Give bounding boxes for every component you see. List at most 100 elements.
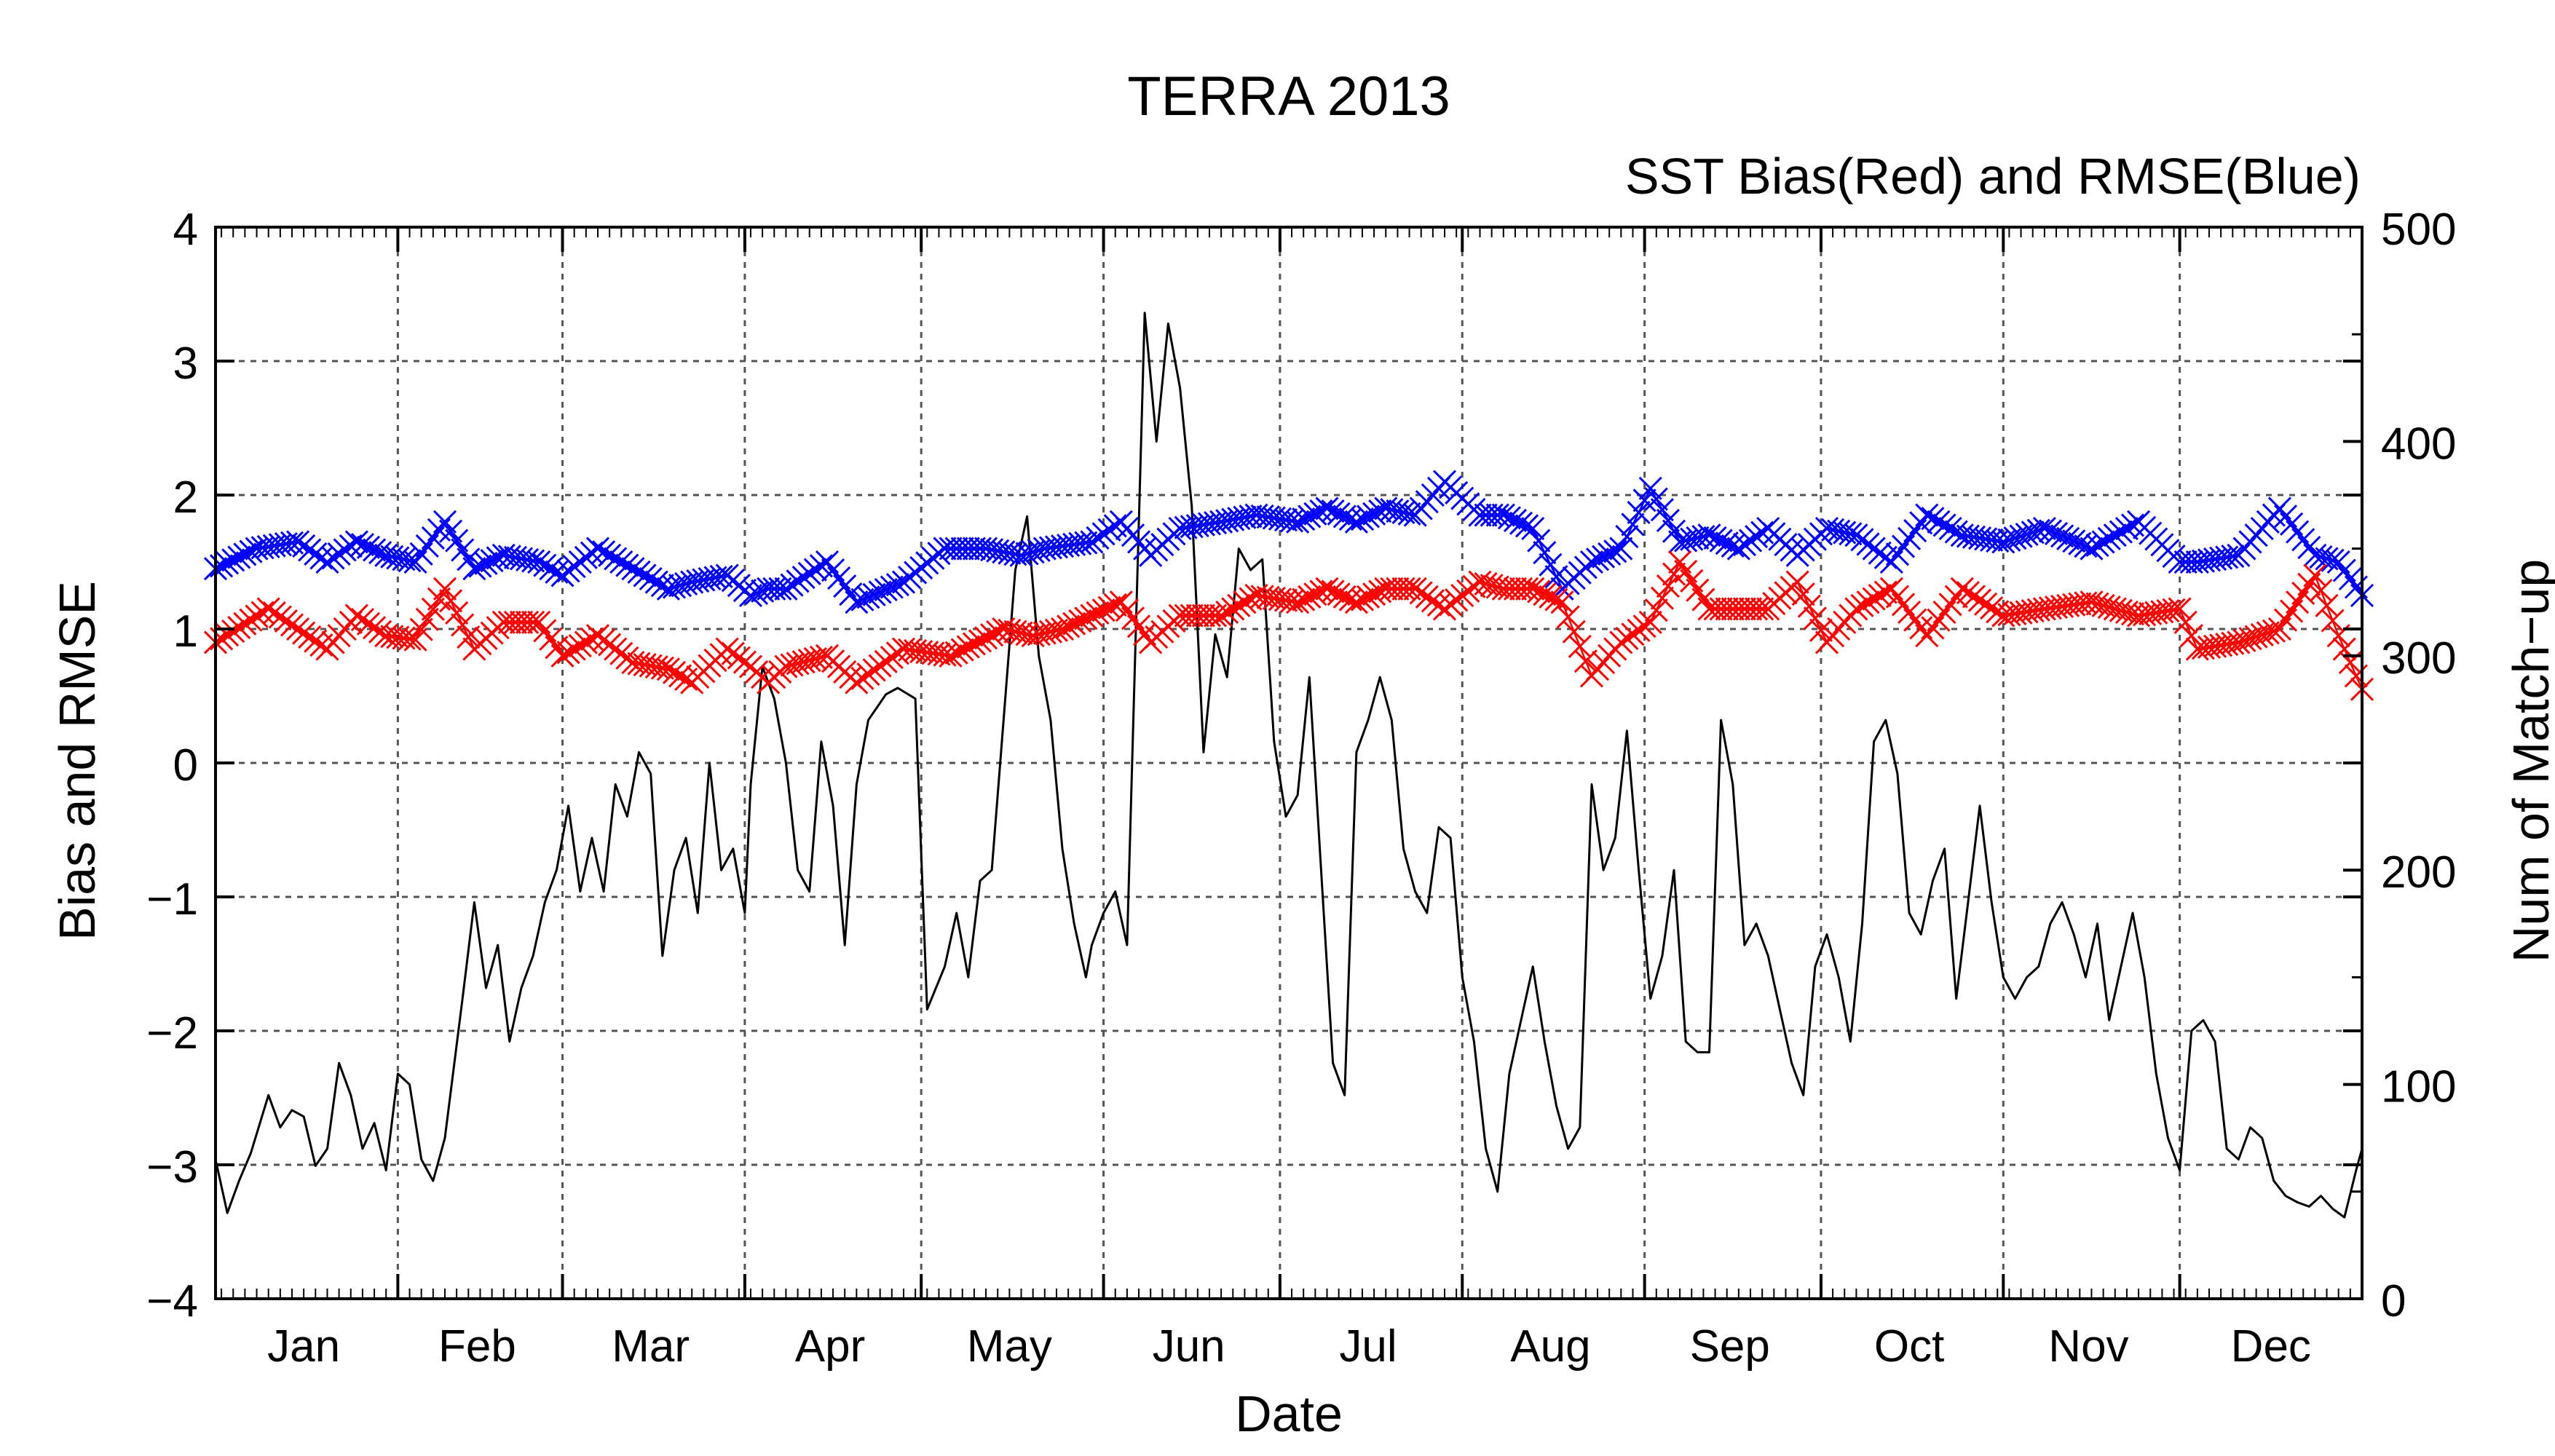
bias-point bbox=[956, 635, 980, 659]
rmse-point bbox=[933, 537, 957, 561]
rmse-point bbox=[1938, 516, 1962, 541]
rmse-point bbox=[2062, 529, 2086, 553]
bias-point bbox=[1180, 604, 1204, 628]
bias-point bbox=[221, 620, 245, 644]
y2-tick-label: 100 bbox=[2381, 1062, 2456, 1112]
bias-point bbox=[1350, 587, 1375, 612]
y-tick-label: −2 bbox=[146, 1008, 198, 1059]
rmse-point bbox=[1356, 505, 1381, 529]
y2-tick-label: 300 bbox=[2381, 633, 2456, 684]
bias-point bbox=[2303, 563, 2327, 587]
rmse-point bbox=[644, 570, 668, 594]
bias-point bbox=[962, 632, 986, 656]
rmse-point bbox=[480, 549, 504, 573]
rmse-point bbox=[1638, 476, 1662, 500]
rmse-point bbox=[216, 551, 240, 575]
rmse-point bbox=[780, 573, 804, 597]
rmse-point bbox=[474, 551, 498, 575]
rmse-point bbox=[1621, 513, 1645, 537]
bias-point bbox=[845, 670, 869, 695]
grid bbox=[216, 227, 2362, 1299]
rmse-point bbox=[950, 537, 974, 561]
bias-point bbox=[286, 617, 310, 641]
rmse-point bbox=[615, 553, 639, 577]
rmse-point bbox=[1603, 539, 1627, 563]
bias-point bbox=[1726, 597, 1750, 621]
bias-point bbox=[1980, 596, 2004, 620]
x-tick-label: Aug bbox=[1510, 1321, 1590, 1372]
bias-point bbox=[497, 610, 521, 634]
rmse-point bbox=[468, 554, 492, 578]
series-bias bbox=[203, 550, 2374, 701]
rmse-point bbox=[791, 565, 816, 590]
rmse-point bbox=[1715, 531, 1739, 555]
rmse-point bbox=[1086, 526, 1110, 550]
bias-point bbox=[1703, 597, 1727, 621]
bias-point bbox=[1062, 612, 1086, 636]
rmse-point bbox=[1732, 533, 1757, 557]
rmse-point bbox=[333, 538, 357, 562]
bias-point bbox=[1962, 585, 1986, 609]
rmse-point bbox=[1609, 537, 1633, 561]
rmse-point bbox=[738, 583, 763, 608]
bias-point bbox=[939, 644, 963, 668]
rmse-point bbox=[2168, 550, 2192, 574]
bias-point bbox=[1380, 577, 1404, 601]
bias-point bbox=[491, 610, 516, 634]
bias-point bbox=[1856, 590, 1880, 614]
x-tick-label: Sep bbox=[1690, 1321, 1770, 1372]
bias-point bbox=[1174, 604, 1198, 628]
bias-point bbox=[1956, 580, 1980, 605]
bias-point bbox=[550, 644, 574, 668]
bias-point bbox=[1715, 597, 1739, 621]
bias-point bbox=[1697, 597, 1721, 621]
rmse-point bbox=[868, 580, 892, 604]
bias-point bbox=[250, 601, 275, 625]
rmse-point bbox=[1656, 508, 1681, 533]
y-tick-label: 4 bbox=[173, 205, 198, 255]
bias-point bbox=[1362, 582, 1386, 606]
rmse-point bbox=[1298, 505, 1322, 529]
bias-point bbox=[262, 601, 286, 625]
rmse-point bbox=[1703, 526, 1727, 550]
bias-point bbox=[1286, 590, 1310, 614]
rmse-point bbox=[862, 582, 886, 606]
bias-point bbox=[1615, 626, 1639, 650]
rmse-point bbox=[1091, 522, 1115, 546]
rmse-point bbox=[350, 533, 374, 557]
bias-point bbox=[356, 612, 381, 636]
rmse-point bbox=[2173, 550, 2197, 574]
y2-tick-label: 500 bbox=[2381, 205, 2456, 255]
rmse-point bbox=[327, 542, 351, 566]
bias-point bbox=[1556, 605, 1580, 629]
bias-point bbox=[1057, 614, 1081, 638]
y2-axis-label: Num of Match−up bbox=[2503, 559, 2555, 962]
bias-point bbox=[656, 657, 680, 681]
rmse-point bbox=[1397, 502, 1421, 526]
rmse-point bbox=[2221, 545, 2245, 569]
bias-point bbox=[280, 613, 304, 637]
rmse-point bbox=[885, 572, 909, 597]
bias-point bbox=[457, 625, 481, 649]
rmse-point bbox=[845, 590, 869, 614]
bias-point bbox=[562, 637, 586, 661]
bias-point bbox=[874, 649, 898, 673]
rmse-point bbox=[1726, 537, 1750, 561]
bias-point bbox=[1573, 649, 1598, 673]
bias-point bbox=[1074, 606, 1098, 630]
rmse-point bbox=[1932, 513, 1956, 537]
bias-point bbox=[1374, 577, 1398, 601]
bias-point bbox=[439, 589, 463, 613]
bias-point bbox=[2173, 610, 2197, 634]
rmse-point bbox=[1097, 518, 1121, 542]
bias-point bbox=[433, 577, 457, 601]
bias-point bbox=[1721, 597, 1745, 621]
series-rmse bbox=[203, 470, 2374, 614]
bias-point bbox=[980, 623, 1004, 647]
bias-point bbox=[503, 610, 527, 634]
rmse-point bbox=[344, 530, 368, 554]
rmse-point bbox=[527, 550, 551, 574]
rmse-point bbox=[1080, 530, 1104, 554]
x-tick-label: Jun bbox=[1153, 1321, 1225, 1372]
bias-point bbox=[1168, 604, 1192, 628]
